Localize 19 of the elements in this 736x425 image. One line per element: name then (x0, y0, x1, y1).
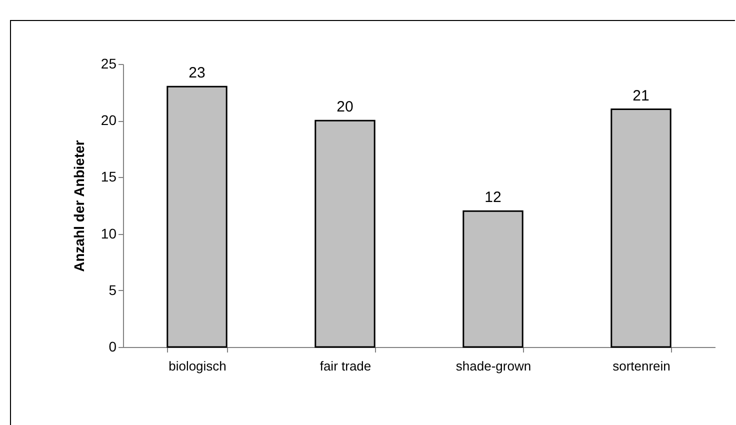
bar (166, 86, 228, 348)
x-tick-label: fair trade (320, 358, 372, 374)
y-axis-title: Anzahl der Anbieter (70, 140, 87, 272)
bar (462, 210, 524, 348)
y-tick-label: 0 (108, 338, 117, 354)
y-tick-label: 20 (100, 112, 117, 128)
bar (314, 120, 376, 348)
x-tick-label: biologisch (168, 358, 226, 374)
x-tick-label: shade-grown (456, 358, 532, 374)
y-tick-label: 25 (100, 56, 117, 72)
y-tick-label: 5 (108, 282, 117, 298)
data-label: 20 (336, 98, 354, 116)
data-label: 23 (188, 64, 206, 82)
bar (610, 108, 672, 348)
data-label: 21 (632, 87, 650, 104)
x-tick-label: sortenrein (612, 358, 670, 374)
data-label: 12 (484, 189, 502, 206)
y-tick-label: 15 (100, 168, 117, 185)
y-tick-label: 10 (100, 225, 117, 242)
